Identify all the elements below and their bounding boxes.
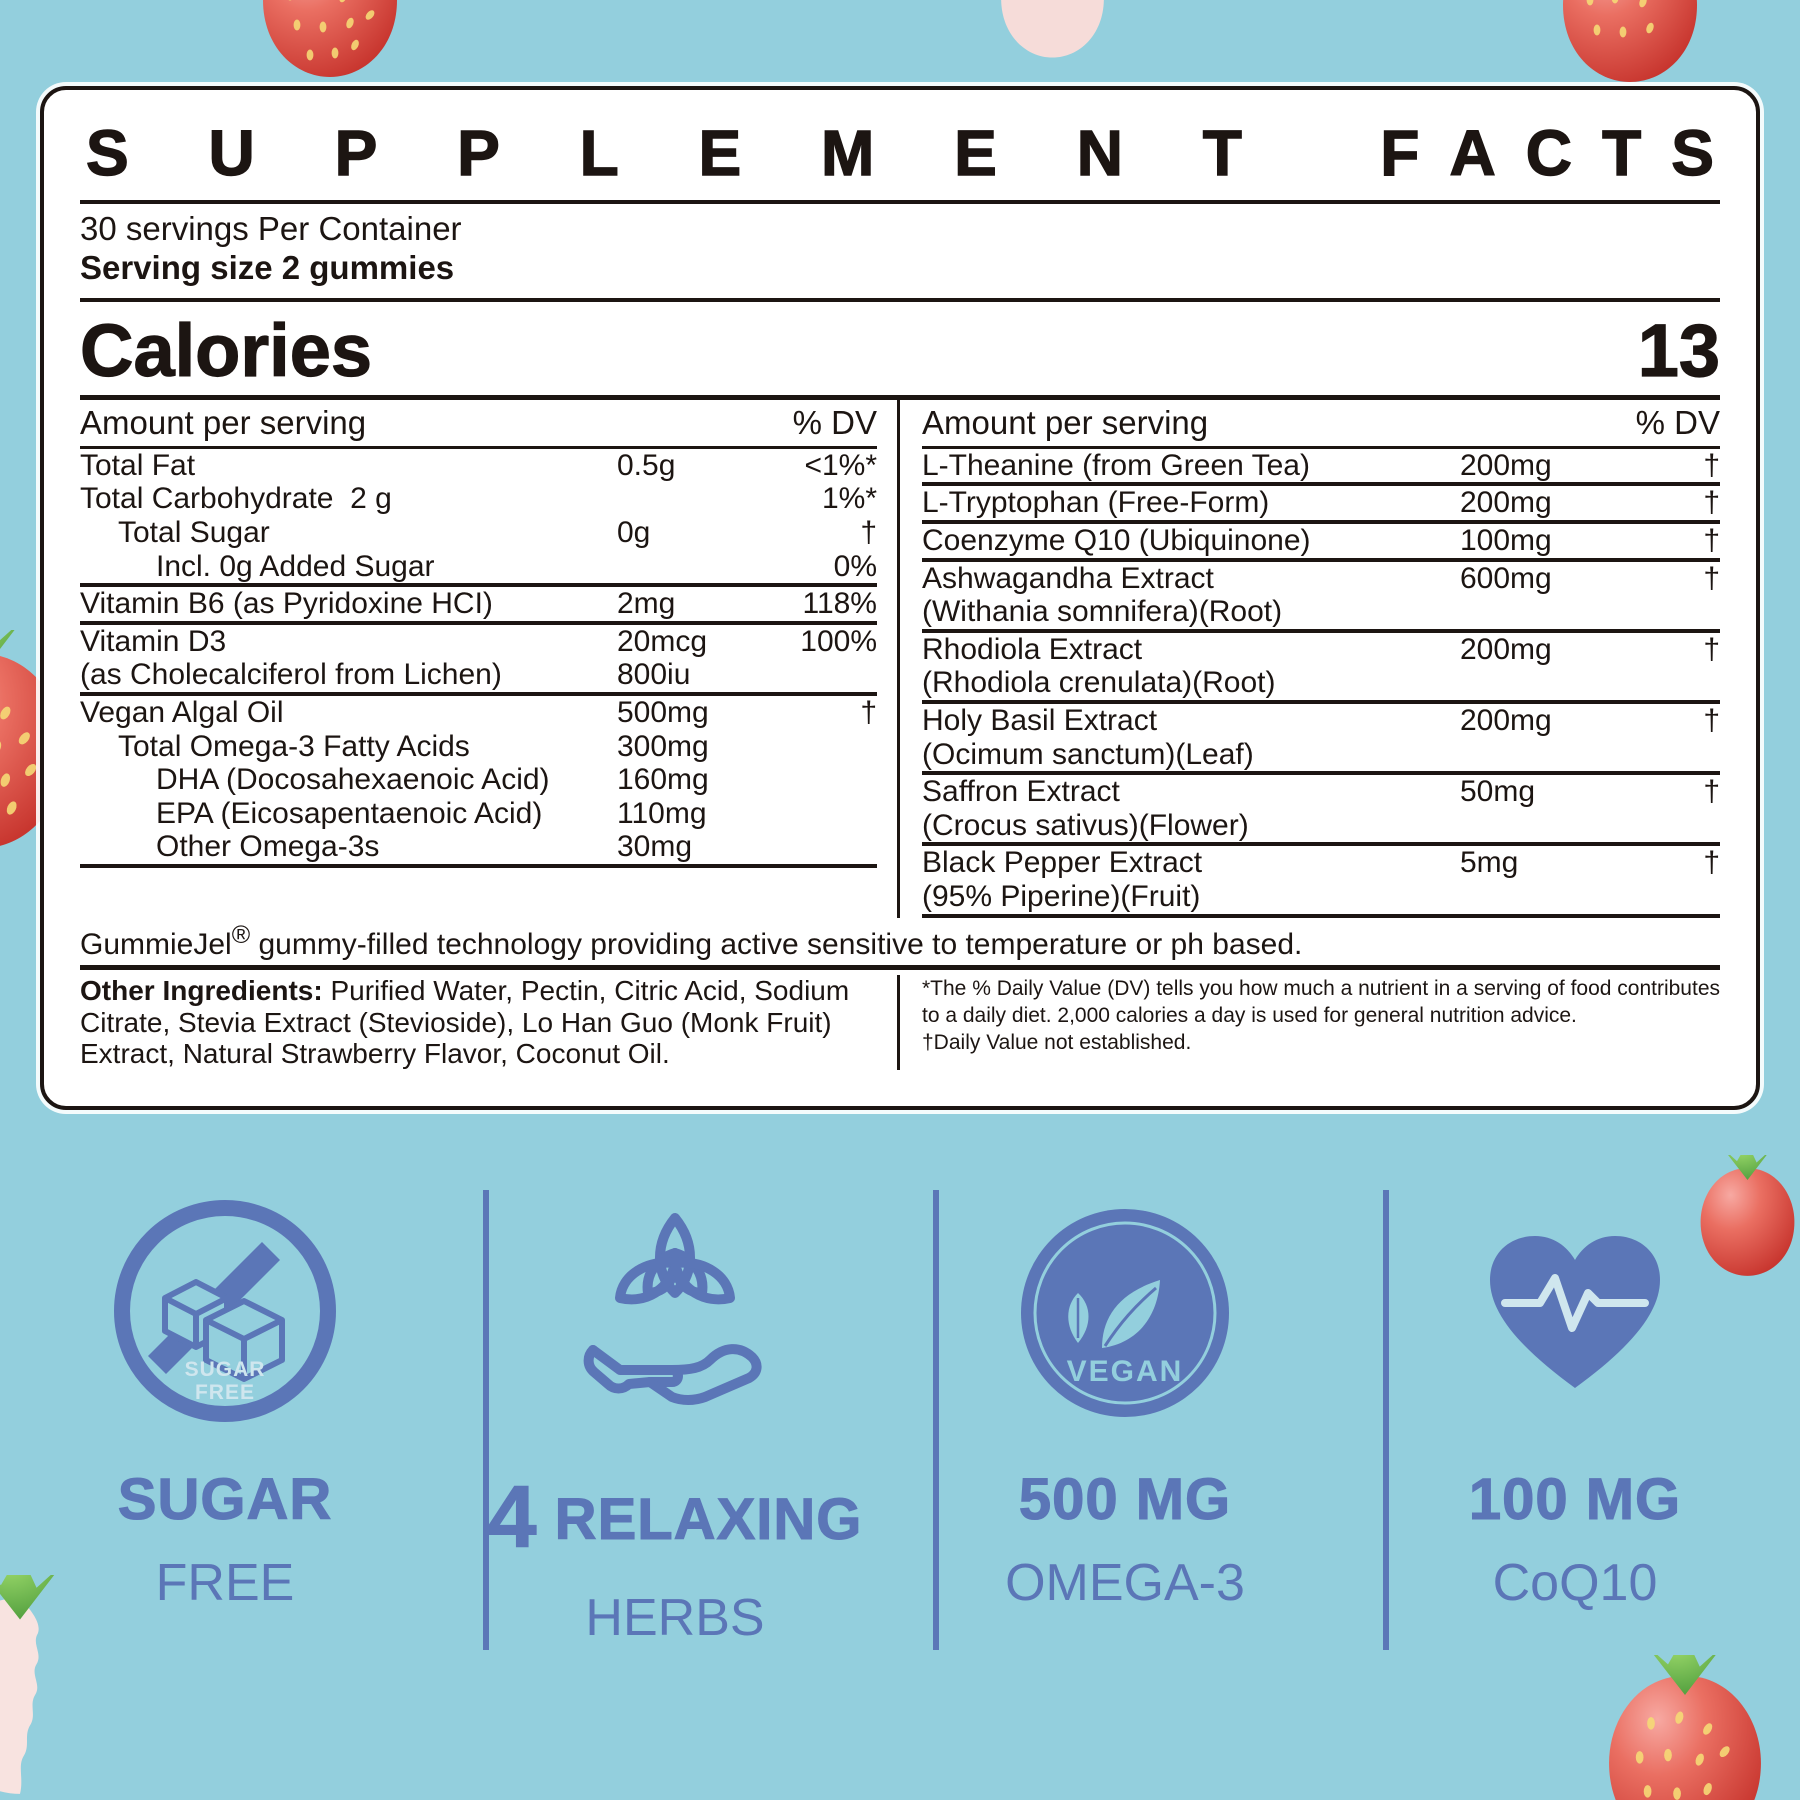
svg-text:VEGAN: VEGAN (1067, 1355, 1184, 1388)
svg-text:FREE: FREE (195, 1381, 255, 1404)
svg-text:SUGAR: SUGAR (185, 1358, 266, 1381)
